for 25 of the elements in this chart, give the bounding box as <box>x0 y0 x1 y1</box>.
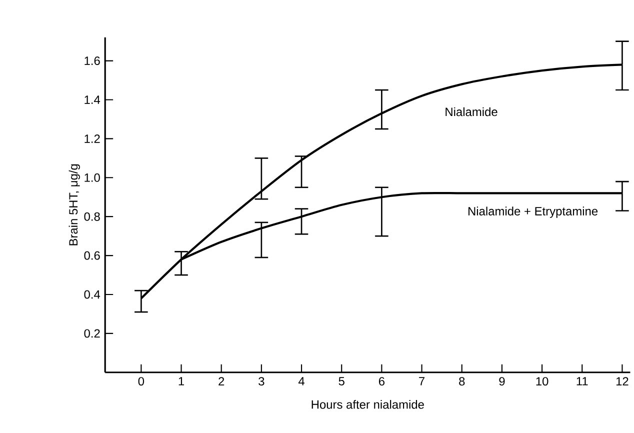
y-tick-label: 1.2 <box>84 134 100 143</box>
y-tick-label: 0.6 <box>84 251 100 260</box>
series-label: Nialamide + Etryptamine <box>468 206 598 218</box>
series-label: Nialamide <box>446 107 498 116</box>
x-tick-label: 5 <box>338 376 344 386</box>
x-tick-label: 2 <box>218 376 224 386</box>
y-tick-label: 1.0 <box>84 173 100 182</box>
x-tick-label: 9 <box>499 376 505 386</box>
x-tick-label: 6 <box>378 376 384 386</box>
y-axis-title: Brain 5HT, μg/g <box>68 164 80 246</box>
x-tick-label: 12 <box>616 376 628 386</box>
x-tick-label: 4 <box>298 376 304 386</box>
x-axis-title: Hours after nialamide <box>312 400 424 409</box>
x-tick-label: 10 <box>536 376 548 386</box>
y-tick-label: 0.8 <box>84 212 100 221</box>
y-tick-label: 0.2 <box>84 329 100 338</box>
x-tick-label: 3 <box>258 376 264 386</box>
x-tick-label: 7 <box>419 376 424 386</box>
y-tick-label: 1.4 <box>84 96 100 104</box>
y-tick-label: 1.6 <box>84 56 100 65</box>
y-tick-label: 0.4 <box>84 290 100 299</box>
x-tick-label: 11 <box>576 376 588 386</box>
x-tick-label: 0 <box>138 376 144 386</box>
x-tick-label: 8 <box>459 376 465 386</box>
x-tick-label: 1 <box>178 376 184 386</box>
